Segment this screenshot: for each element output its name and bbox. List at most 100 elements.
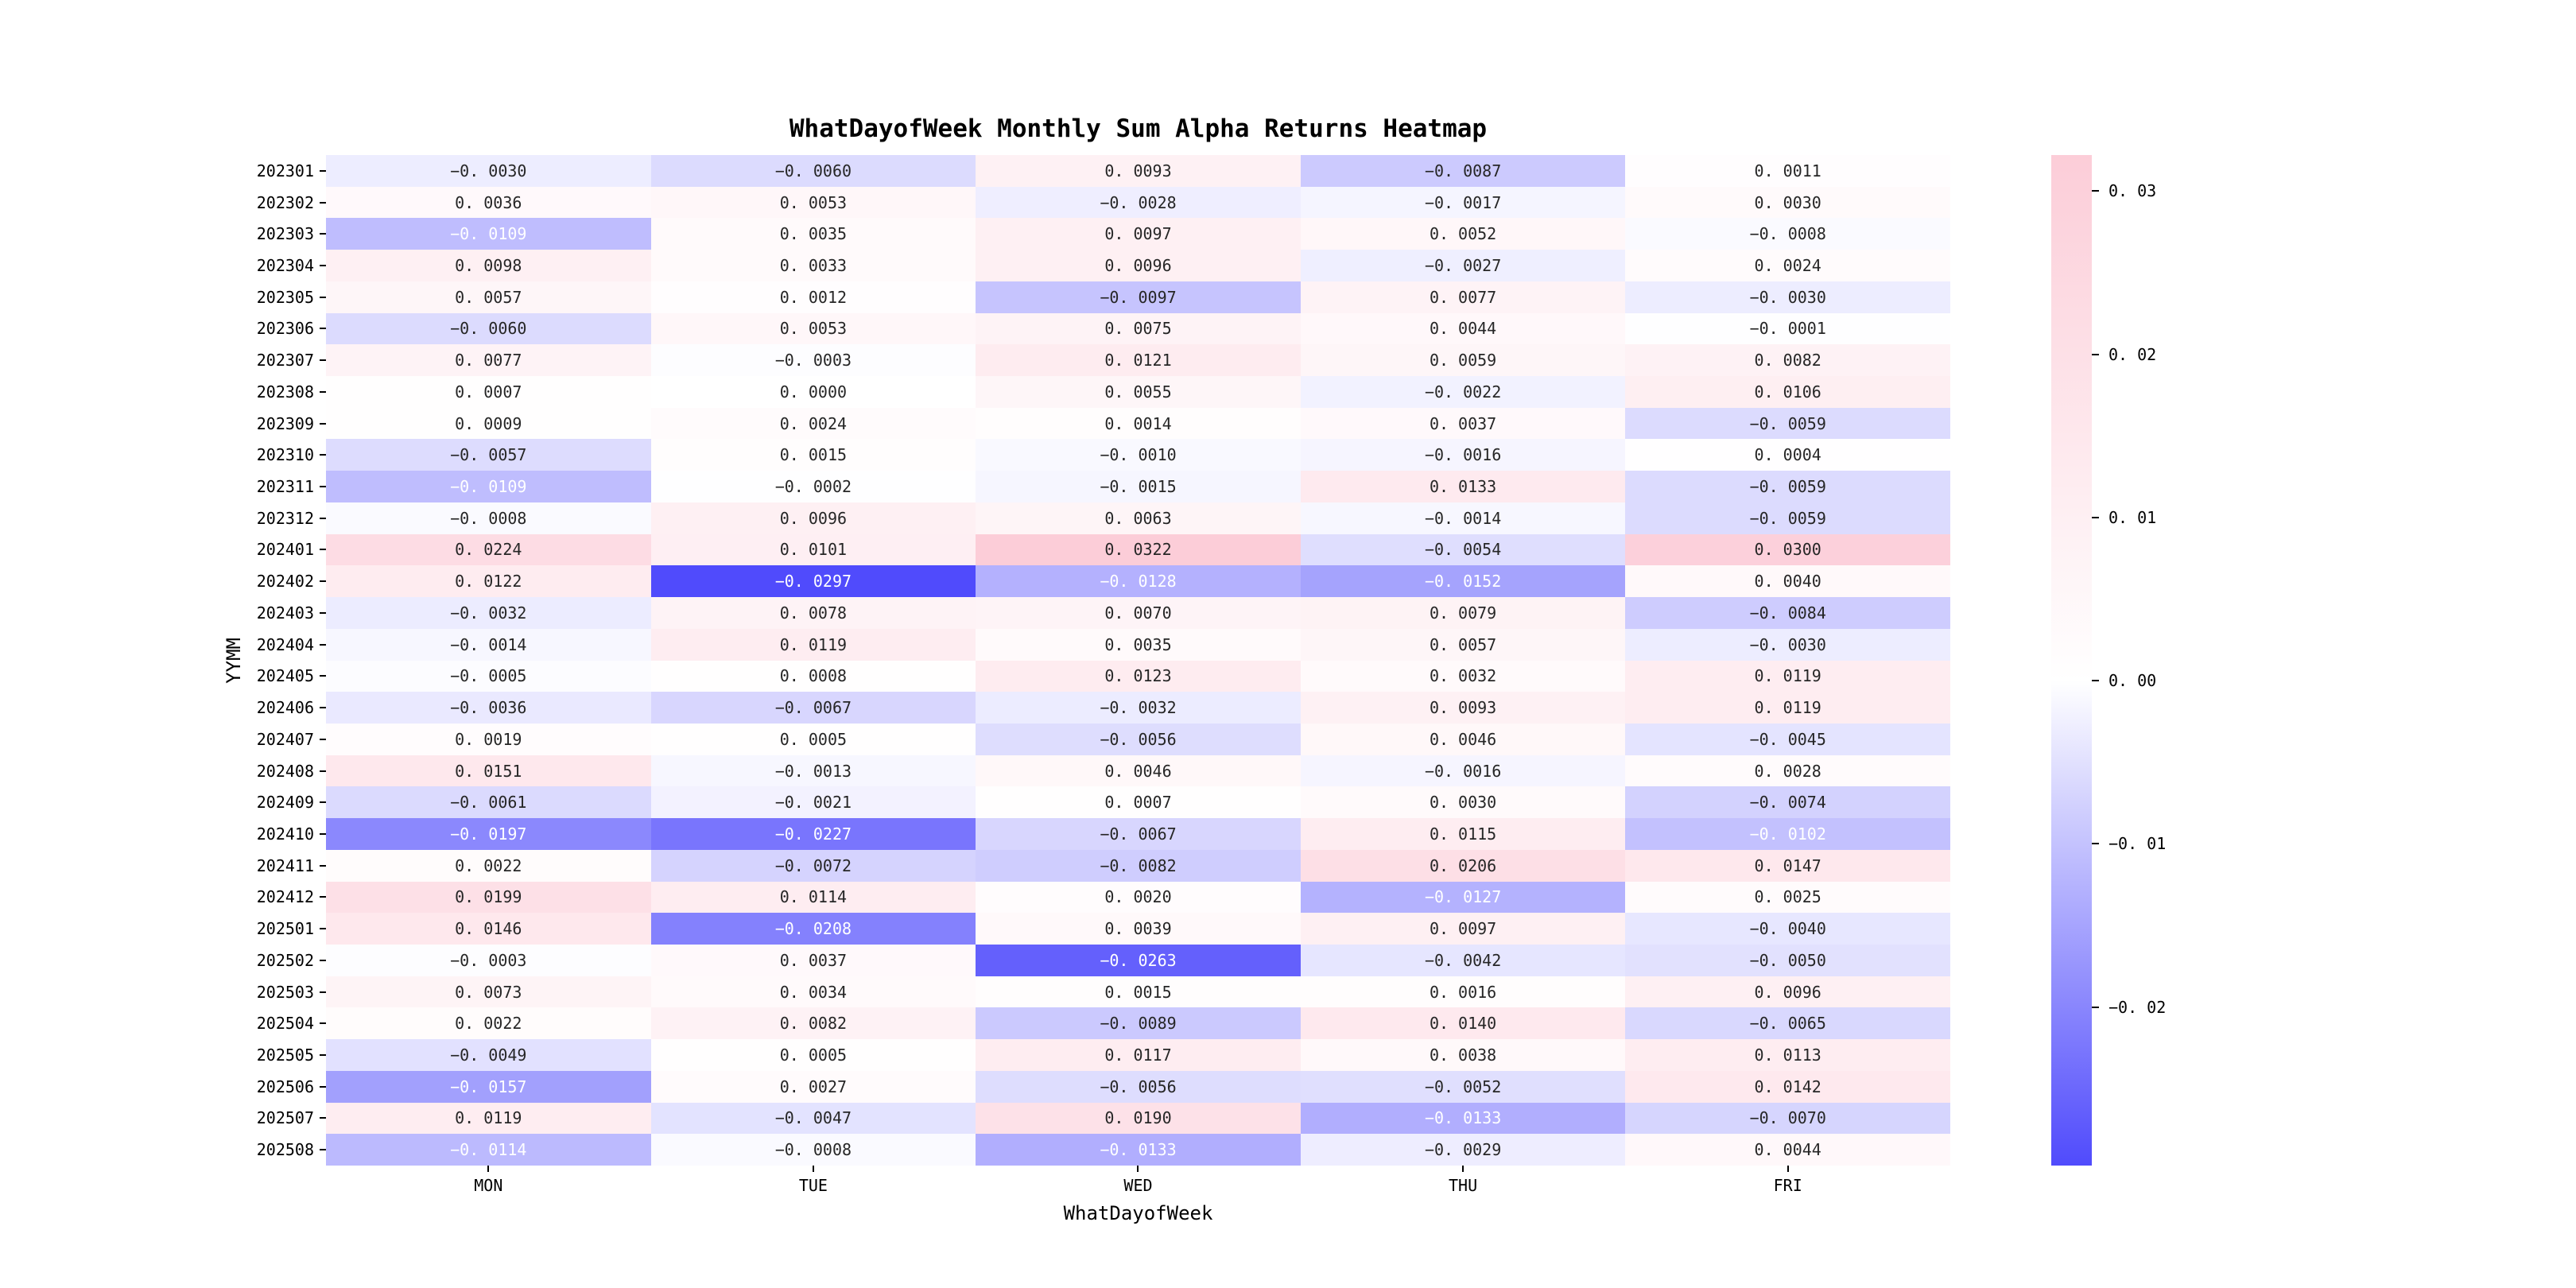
x-tick-text: WED xyxy=(1123,1176,1153,1195)
heatmap-cell: −0. 0072 xyxy=(650,849,976,882)
colorbar-tick-mark xyxy=(2092,680,2099,682)
heatmap-cell: 0. 0082 xyxy=(1625,344,1950,377)
y-tick-label: 202504 xyxy=(0,1007,326,1039)
heatmap-cell: 0. 0142 xyxy=(1625,1070,1950,1103)
y-tick-text: 202310 xyxy=(256,445,314,465)
y-tick-mark xyxy=(320,864,326,867)
heatmap-cell: −0. 0208 xyxy=(650,913,976,945)
y-tick-text: 202311 xyxy=(256,477,314,497)
heatmap-cell: −0. 0263 xyxy=(976,944,1301,976)
y-tick-label: 202308 xyxy=(0,376,326,408)
heatmap-cell: −0. 0005 xyxy=(326,660,651,692)
heatmap-cell: −0. 0003 xyxy=(650,344,976,377)
heatmap-cell: −0. 0013 xyxy=(650,755,976,787)
y-tick-mark xyxy=(320,359,326,362)
heatmap-cell: 0. 0024 xyxy=(650,407,976,440)
heatmap-cell: 0. 0039 xyxy=(976,913,1301,945)
y-tick-text: 202401 xyxy=(256,540,314,560)
y-tick-label: 202501 xyxy=(0,913,326,945)
y-tick-mark xyxy=(320,486,326,488)
y-tick-label: 202411 xyxy=(0,850,326,882)
heatmap-cell: 0. 0075 xyxy=(976,312,1301,345)
y-tick-text: 202407 xyxy=(256,729,314,749)
heatmap-cell: 0. 0033 xyxy=(650,250,976,281)
heatmap-cell: −0. 0297 xyxy=(650,565,976,598)
colorbar-tick-mark xyxy=(2092,843,2099,845)
heatmap-cell: −0. 0032 xyxy=(976,692,1301,724)
y-tick-mark xyxy=(320,296,326,298)
heatmap-cell: 0. 0030 xyxy=(1625,186,1950,219)
y-tick-text: 202306 xyxy=(256,319,314,339)
colorbar-tick-mark xyxy=(2092,516,2099,518)
y-tick-text: 202404 xyxy=(256,634,314,654)
heatmap-cell: 0. 0044 xyxy=(1300,312,1626,345)
y-tick-label: 202404 xyxy=(0,629,326,661)
heatmap-cell: −0. 0109 xyxy=(326,471,651,502)
y-tick-label: 202505 xyxy=(0,1039,326,1071)
heatmap-cell: −0. 0114 xyxy=(326,1134,651,1166)
y-tick-mark xyxy=(320,928,326,930)
y-tick-label: 202307 xyxy=(0,344,326,376)
heatmap-cell: −0. 0127 xyxy=(1300,881,1626,914)
heatmap-cell: 0. 0053 xyxy=(650,312,976,345)
heatmap-cell: −0. 0197 xyxy=(326,818,651,850)
heatmap-cell: −0. 0050 xyxy=(1625,944,1950,976)
y-tick-mark xyxy=(320,896,326,898)
y-tick-text: 202307 xyxy=(256,351,314,370)
heatmap-cell: 0. 0119 xyxy=(1625,660,1950,692)
heatmap-cell: −0. 0089 xyxy=(976,1007,1301,1040)
y-tick-text: 202502 xyxy=(256,950,314,970)
y-tick-mark xyxy=(320,169,326,172)
heatmap-cell: −0. 0036 xyxy=(326,692,651,724)
y-tick-label: 202502 xyxy=(0,945,326,976)
heatmap-cell: 0. 0079 xyxy=(1300,597,1626,629)
heatmap-cell: 0. 0038 xyxy=(1300,1039,1626,1071)
heatmap-cell: 0. 0022 xyxy=(326,849,651,882)
y-tick-text: 202412 xyxy=(256,887,314,907)
y-tick-label: 202301 xyxy=(0,155,326,187)
y-tick-text: 202504 xyxy=(256,1014,314,1034)
heatmap-cell: −0. 0049 xyxy=(326,1039,651,1071)
heatmap-cell: −0. 0056 xyxy=(976,723,1301,755)
colorbar-tick-label: 0. 01 xyxy=(2109,507,2157,527)
y-tick-label: 202507 xyxy=(0,1103,326,1135)
heatmap-cell: −0. 0047 xyxy=(650,1102,976,1135)
x-axis-label: WhatDayofWeek xyxy=(1063,1202,1213,1224)
y-tick-text: 202501 xyxy=(256,919,314,939)
y-tick-text: 202410 xyxy=(256,824,314,844)
y-tick-mark xyxy=(320,959,326,961)
heatmap-cell: −0. 0060 xyxy=(326,312,651,345)
heatmap-cell: −0. 0133 xyxy=(976,1134,1301,1166)
y-tick-mark xyxy=(320,549,326,551)
heatmap-cell: 0. 0037 xyxy=(650,944,976,976)
heatmap-cell: 0. 0073 xyxy=(326,976,651,1008)
heatmap-cell: 0. 0206 xyxy=(1300,849,1626,882)
y-tick-text: 202308 xyxy=(256,382,314,402)
heatmap-cell: 0. 0101 xyxy=(650,533,976,566)
heatmap-cell: 0. 0098 xyxy=(326,250,651,281)
y-tick-text: 202303 xyxy=(256,224,314,244)
heatmap-cell: 0. 0030 xyxy=(1300,786,1626,819)
heatmap-cell: 0. 0037 xyxy=(1300,407,1626,440)
heatmap-cell: −0. 0074 xyxy=(1625,786,1950,819)
heatmap-cell: 0. 0016 xyxy=(1300,976,1626,1008)
y-tick-label: 202402 xyxy=(0,565,326,597)
y-tick-mark xyxy=(320,1085,326,1088)
heatmap-cell: 0. 0300 xyxy=(1625,533,1950,566)
y-tick-text: 202302 xyxy=(256,192,314,212)
heatmap-cell: 0. 0028 xyxy=(1625,755,1950,787)
heatmap-cell: 0. 0070 xyxy=(976,597,1301,629)
heatmap-cell: −0. 0102 xyxy=(1625,818,1950,850)
heatmap-cell: 0. 0146 xyxy=(326,913,651,945)
y-tick-label: 202409 xyxy=(0,786,326,818)
heatmap-cell: 0. 0034 xyxy=(650,976,976,1008)
y-tick-mark xyxy=(320,991,326,993)
heatmap-cell: −0. 0152 xyxy=(1300,565,1626,598)
y-tick-label: 202506 xyxy=(0,1071,326,1103)
y-tick-mark xyxy=(320,738,326,740)
y-tick-mark xyxy=(320,328,326,330)
heatmap-cell: −0. 0227 xyxy=(650,818,976,850)
y-tick-mark xyxy=(320,517,326,519)
y-tick-label: 202306 xyxy=(0,313,326,345)
heatmap-cell: 0. 0000 xyxy=(650,376,976,408)
